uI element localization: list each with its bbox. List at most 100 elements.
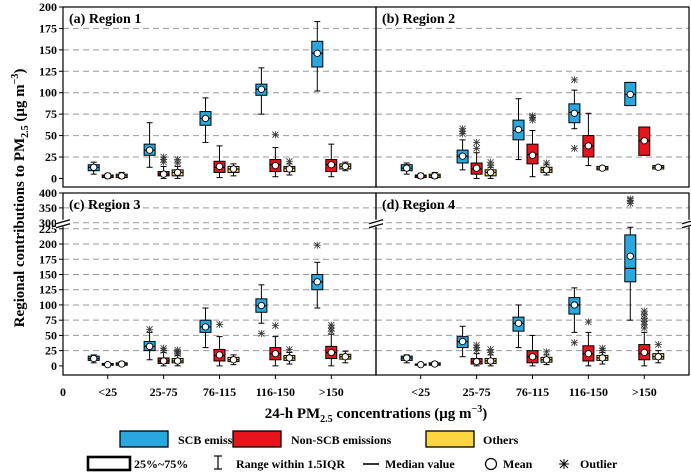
- box-1-2: [143, 122, 156, 168]
- panel-frame: [375, 6, 690, 188]
- y-tick-label: 75: [45, 313, 57, 327]
- y-tick-label: 200: [39, 237, 57, 251]
- x-tick-label: >150: [319, 385, 344, 399]
- y-tick-label: 50: [45, 328, 57, 342]
- box-3-4: [283, 157, 296, 176]
- legend-box-swatch: [86, 455, 132, 472]
- panel-title: (c) Region 3: [69, 198, 141, 213]
- x-tick-label: 76-115: [203, 385, 236, 399]
- box-3-2: [484, 158, 497, 179]
- axis-break-mark: [55, 219, 71, 229]
- x-axis: <25 25-75 76-115 116-150 >150 <25 25-75 76-115 1…: [98, 375, 657, 399]
- box-3-2: [171, 346, 184, 367]
- legend-outlier-symbol: [559, 459, 569, 469]
- box-1-2: [456, 125, 469, 171]
- outlier: [146, 325, 154, 333]
- y-tick-label: 25: [45, 344, 57, 358]
- outlier: [570, 339, 578, 347]
- x-tick-label: 116-150: [569, 385, 608, 399]
- outlier: [174, 156, 182, 164]
- legend-mean-symbol: [484, 457, 498, 471]
- box-2-4: [269, 322, 282, 367]
- legend-nonscb-label: Non-SCB emissions: [291, 433, 392, 447]
- panel-title: (d) Region 4: [382, 198, 455, 213]
- box-1-4: [255, 67, 268, 115]
- outlier: [570, 76, 578, 84]
- box-1-5: [624, 81, 637, 107]
- box-1-3: [512, 98, 525, 161]
- y-tick-label: 0: [51, 359, 57, 373]
- box-2-3: [213, 320, 226, 367]
- box-1-2: [456, 325, 469, 358]
- legend-whisker-symbol: [214, 455, 222, 470]
- y-tick-label: 25: [45, 150, 57, 164]
- panel-4: (d) Region 4: [368, 192, 691, 376]
- outlier: [487, 345, 495, 353]
- box-2-1: [101, 360, 114, 369]
- box-3-5: [339, 161, 352, 172]
- outlier: [654, 341, 662, 349]
- box-3-3: [540, 348, 553, 366]
- outlier: [570, 144, 578, 152]
- box-3-3: [227, 354, 240, 366]
- y-tick-label: 100: [39, 86, 57, 100]
- box-1-4: [568, 76, 581, 152]
- y-tick-label: 225: [39, 222, 57, 236]
- outlier: [640, 307, 648, 315]
- y-tick-label: 150: [39, 267, 57, 281]
- box-1-3: [199, 97, 212, 143]
- panel-title: (b) Region 2: [382, 12, 455, 27]
- outlier: [487, 158, 495, 166]
- legend-outlier-label: Outlier: [580, 457, 618, 471]
- box-3-1: [428, 360, 441, 368]
- outlier: [327, 321, 335, 329]
- box-2-2: [470, 341, 483, 367]
- y-tick-label: 0: [51, 171, 57, 185]
- y-tick-label: 100: [39, 298, 57, 312]
- axis-break-mark: [681, 219, 691, 229]
- outlier: [473, 144, 481, 152]
- x-tick-label: <25: [98, 385, 117, 399]
- legend: SCB emissions Non-SCB emissions Others 2…: [86, 430, 618, 472]
- box-2-3: [213, 145, 226, 179]
- legend-mean-label: Mean: [503, 457, 533, 471]
- y-tick-label: 50: [45, 129, 57, 143]
- box-2-5: [325, 143, 338, 178]
- outlier: [529, 112, 536, 120]
- box-1-1: [87, 354, 100, 364]
- x-zero-label: 0: [60, 385, 66, 399]
- y-tick-label: 400: [39, 186, 57, 200]
- outlier: [285, 157, 293, 165]
- box-1-2: [143, 325, 156, 361]
- outlier: [473, 138, 481, 146]
- box-2-4: [269, 131, 282, 178]
- outlier: [313, 241, 321, 249]
- box-1-1: [400, 354, 413, 364]
- x-tick-label: 25-75: [150, 385, 178, 399]
- box-3-1: [428, 171, 441, 180]
- y-tick-label: 125: [39, 64, 57, 78]
- box-3-2: [484, 345, 497, 367]
- panel-title: (a) Region 1: [69, 12, 141, 27]
- box-2-4: [582, 112, 595, 167]
- legend-others-swatch: [425, 430, 475, 448]
- y-tick-label: 175: [39, 21, 57, 35]
- legend-median-label: Median value: [385, 457, 455, 471]
- box-3-3: [540, 159, 553, 176]
- box-2-5: [325, 321, 338, 367]
- box-3-4: [596, 164, 609, 172]
- box-1-5: [624, 195, 637, 321]
- outlier: [473, 341, 481, 349]
- y-axis-title: Regional contributions to PM2.5 (μg m−3): [10, 69, 31, 328]
- panel-2: (b) Region 2: [375, 6, 690, 188]
- y-tick-label: 200: [39, 0, 57, 14]
- box-2-1: [414, 172, 427, 180]
- box-3-3: [227, 163, 240, 177]
- box-2-1: [414, 360, 427, 369]
- box-2-2: [470, 138, 483, 179]
- box-1-5: [311, 21, 324, 92]
- outlier: [271, 131, 279, 139]
- legend-scb-swatch: [119, 430, 169, 448]
- box-3-5: [652, 163, 665, 171]
